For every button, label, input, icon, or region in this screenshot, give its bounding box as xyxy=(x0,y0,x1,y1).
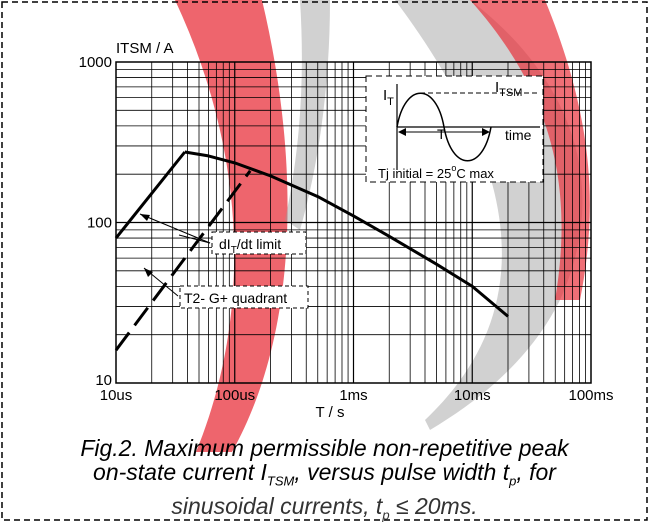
annotation-leader-dit-a xyxy=(139,213,211,244)
y-tick-label: 1000 xyxy=(79,54,112,71)
watermark-logo xyxy=(175,0,590,452)
inset-peak-label: ITSM xyxy=(495,79,522,99)
inset-condition-label: Tj initial = 25oC max xyxy=(378,163,494,181)
inset-y-label: IT xyxy=(383,87,394,108)
annotation-arrowhead-t2 xyxy=(144,268,153,277)
figure-caption: Fig.2. Maximum permissible non-repetitiv… xyxy=(0,436,649,527)
inset-sine-wave xyxy=(396,92,492,162)
inset-arrowhead-left xyxy=(398,128,406,136)
x-tick-label: 100us xyxy=(214,387,255,404)
x-tick-label: 10us xyxy=(100,387,133,404)
watermark-red-wedge xyxy=(470,0,590,300)
x-axis-label: T / s xyxy=(316,404,345,421)
x-tick-label: 10ms xyxy=(454,387,491,404)
inset-arrowhead-right xyxy=(482,128,490,136)
series-line-2 xyxy=(114,169,252,352)
annotation-label-dit: dIT/dt limit xyxy=(219,236,281,256)
x-tick-label: 1ms xyxy=(339,387,367,404)
caption-line-3: sinusoidal currents, tp ≤ 20ms. xyxy=(171,492,478,523)
watermark-gray-arc-left xyxy=(285,0,330,230)
watermark-red-swoosh xyxy=(175,0,288,452)
series-line-1 xyxy=(184,150,509,318)
y-axis-label: ITSM / A xyxy=(116,40,174,57)
caption-line-1: Fig.2. Maximum permissible non-repetitiv… xyxy=(80,435,569,461)
y-tick-label: 100 xyxy=(87,215,112,232)
annotation-label-t2: T2- G+ quadrant xyxy=(184,290,287,306)
y-tick-label: 10 xyxy=(95,372,112,389)
inset-period-label: T xyxy=(437,126,446,142)
plot-frame xyxy=(115,61,592,384)
series-line-0 xyxy=(114,151,186,240)
inset-diagram: IT ITSM T time Tj initial = 25oC max xyxy=(365,75,544,183)
tick-labels: 10us 100us 1ms 10ms 100ms 10 100 1000 xyxy=(79,54,614,404)
annotation-leader-dit-b xyxy=(178,234,211,244)
annotation-box-dit xyxy=(211,231,307,255)
series-group xyxy=(114,150,509,352)
inset-frame xyxy=(365,75,544,183)
inset-time-label: time xyxy=(505,127,532,143)
annotation-box-t2 xyxy=(179,285,309,309)
x-tick-label: 100ms xyxy=(568,387,613,404)
annotations: dIT/dt limit T2- G+ quadrant xyxy=(139,213,309,309)
caption-line-2: on-state current ITSM, versus pulse widt… xyxy=(93,459,556,489)
annotation-arrowhead-dit xyxy=(140,214,150,221)
